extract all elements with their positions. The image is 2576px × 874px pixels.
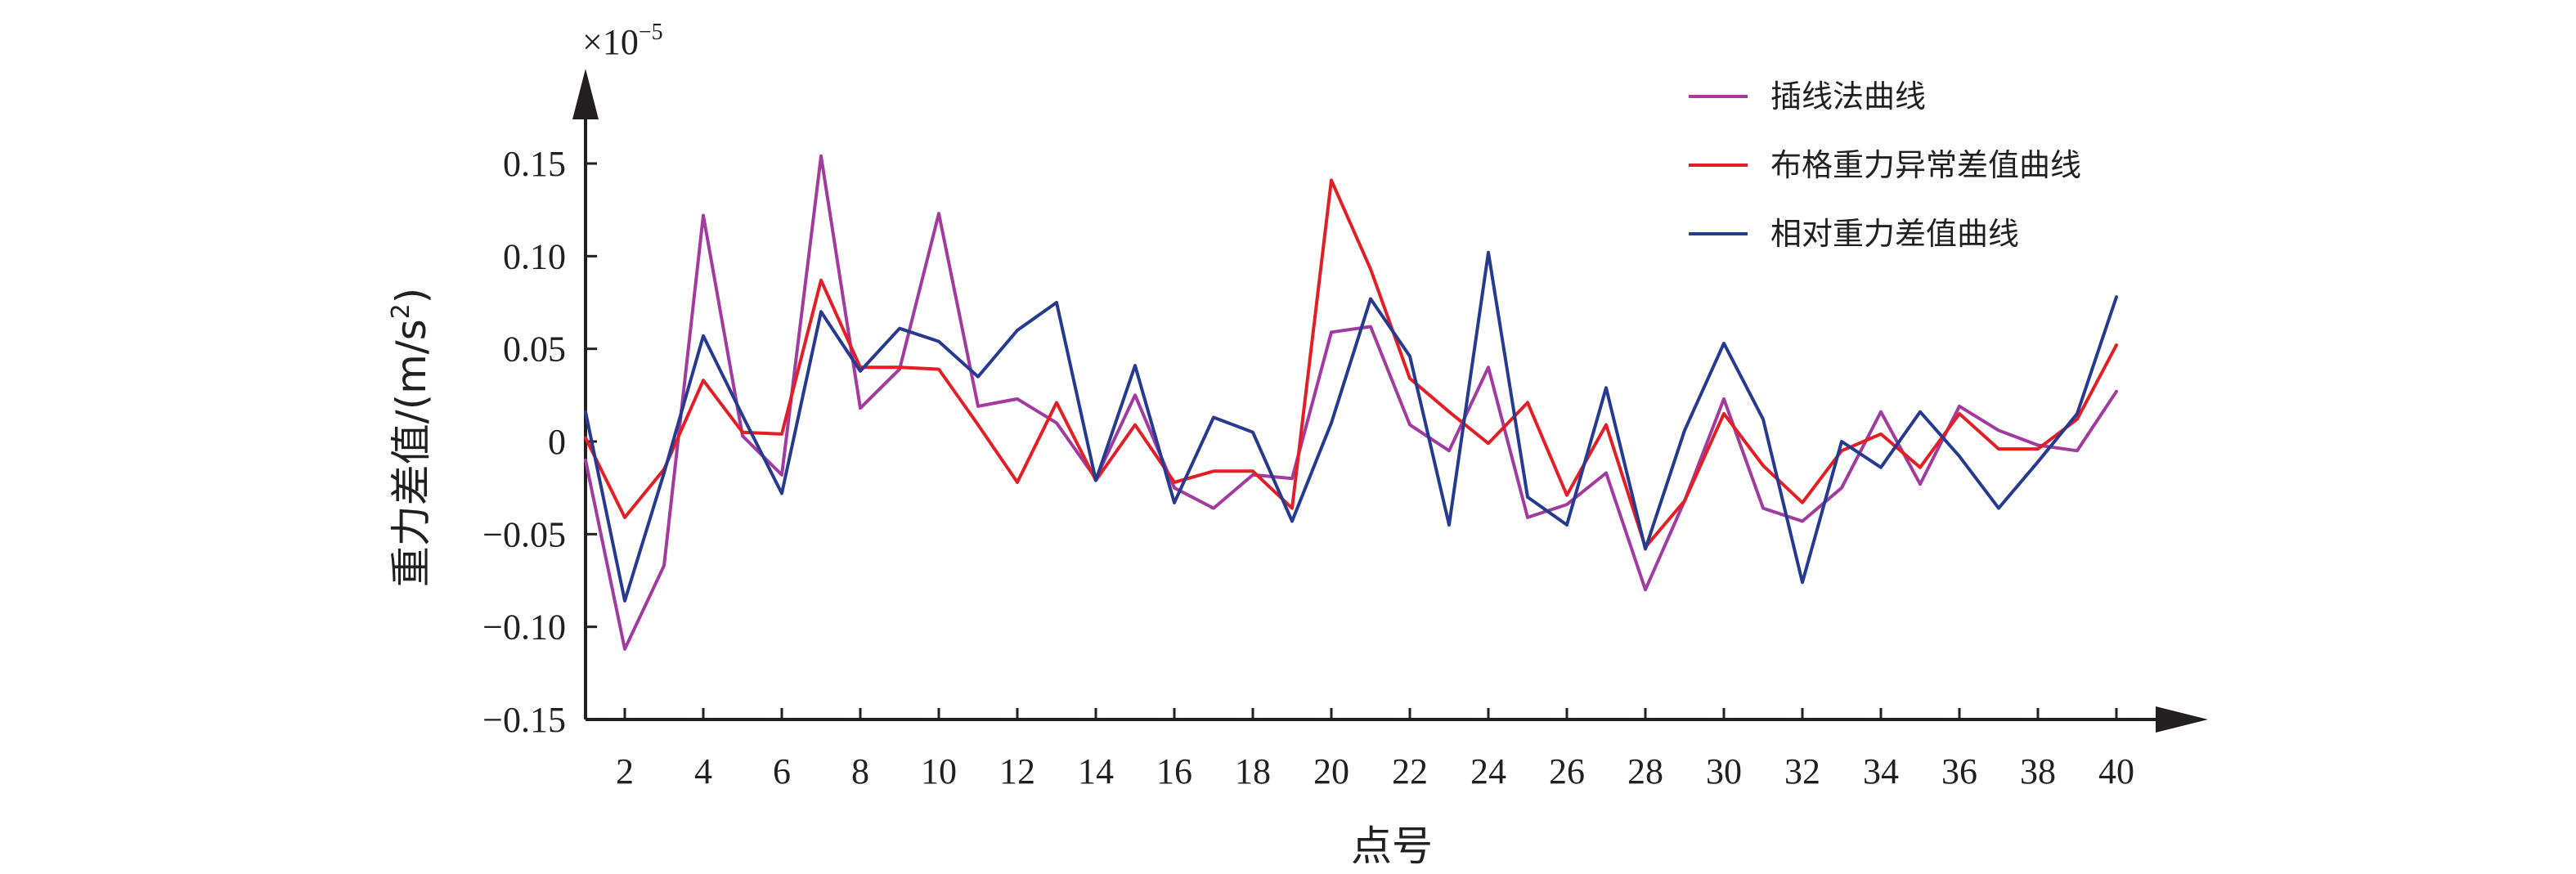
x-tick-label: 40 xyxy=(2098,751,2134,791)
legend-label: 插线法曲线 xyxy=(1770,78,1926,114)
series-line-2 xyxy=(584,178,2118,549)
y-tick-label: −0.10 xyxy=(482,607,566,648)
legend-label: 相对重力差值曲线 xyxy=(1770,216,2019,252)
y-axis-arrow xyxy=(572,69,599,119)
x-tick-label: 32 xyxy=(1784,751,1820,791)
x-tick-label: 6 xyxy=(773,751,791,791)
y-tick-label: 0.10 xyxy=(503,236,566,276)
series-line-1 xyxy=(584,154,2118,651)
legend-item-1: 插线法曲线 xyxy=(1689,78,1926,114)
x-tick-label: 26 xyxy=(1549,751,1585,791)
series-lines xyxy=(584,154,2118,651)
y-tick-label: −0.15 xyxy=(482,700,566,740)
y-axis-exponent: ×10−5 xyxy=(582,20,663,62)
y-tick-label: 0 xyxy=(548,422,566,462)
x-tick-label: 28 xyxy=(1627,751,1663,791)
legend-label: 布格重力异常差值曲线 xyxy=(1770,147,2081,183)
x-tick-label: 20 xyxy=(1313,751,1349,791)
x-axis-title: 点号 xyxy=(1351,822,1433,870)
x-axis-arrow xyxy=(2156,706,2208,733)
y-tick-label: 0.15 xyxy=(503,144,566,184)
x-tick-label: 2 xyxy=(616,751,634,791)
x-tick-label: 34 xyxy=(1863,751,1899,791)
x-tick-label: 4 xyxy=(694,751,712,791)
x-tick-label: 14 xyxy=(1078,751,1114,791)
x-tick-label: 30 xyxy=(1706,751,1742,791)
y-tick-label: −0.05 xyxy=(482,514,566,554)
x-tick-label: 16 xyxy=(1156,751,1192,791)
series-line-3 xyxy=(584,250,2118,603)
x-tick-label: 12 xyxy=(999,751,1035,791)
x-tick-label: 38 xyxy=(2020,751,2056,791)
x-tick-label: 18 xyxy=(1235,751,1271,791)
tick-marks xyxy=(586,162,2118,721)
x-tick-label: 36 xyxy=(1941,751,1977,791)
x-tick-label: 8 xyxy=(851,751,869,791)
legend-item-2: 布格重力异常差值曲线 xyxy=(1689,147,2081,183)
y-axis-title: 重力差值/(m/s2) xyxy=(387,288,435,588)
legend-item-3: 相对重力差值曲线 xyxy=(1689,216,2019,252)
x-tick-label: 24 xyxy=(1470,751,1506,791)
y-tick-label: 0.05 xyxy=(503,329,566,370)
x-tick-label: 10 xyxy=(921,751,957,791)
x-tick-label: 22 xyxy=(1392,751,1428,791)
